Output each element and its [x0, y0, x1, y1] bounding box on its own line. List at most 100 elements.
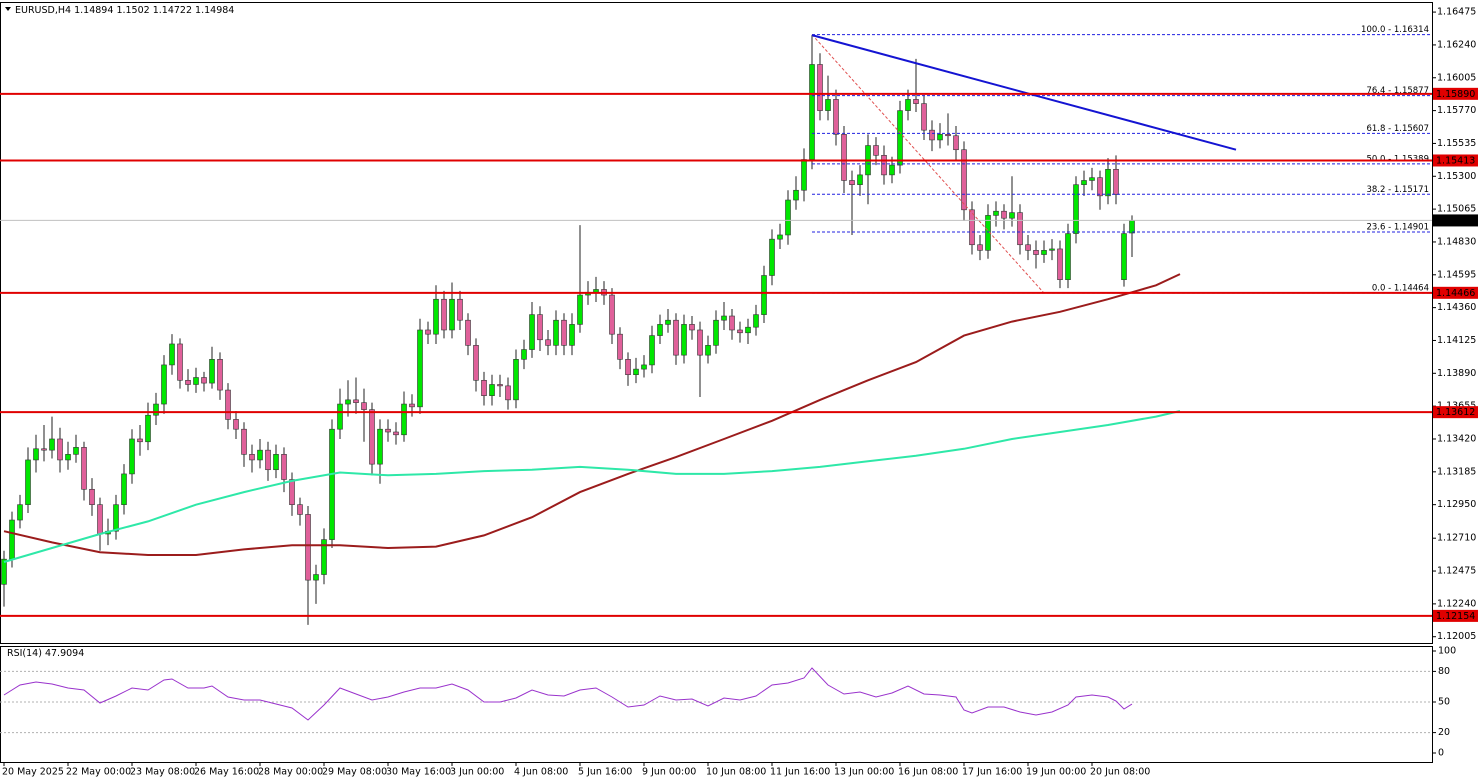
- candle-body: [753, 314, 759, 328]
- candle-body: [705, 345, 711, 356]
- candle-body: [881, 155, 887, 176]
- candle-body: [121, 473, 127, 505]
- candle-body: [897, 110, 903, 166]
- candle-body: [161, 364, 167, 405]
- candle-body: [921, 103, 927, 131]
- candle-body: [625, 359, 631, 376]
- rsi-y-tick-label: 50: [1438, 697, 1450, 708]
- y-tick-label: 1.12950: [1437, 499, 1476, 510]
- y-tick-label: 1.14360: [1437, 302, 1476, 313]
- candle-body: [537, 314, 543, 341]
- candle-body: [1065, 233, 1071, 280]
- candle-body: [209, 359, 215, 384]
- rsi-title: RSI(14) 47.9094: [7, 648, 84, 659]
- candle-body: [1001, 210, 1007, 219]
- candle-body: [937, 134, 943, 141]
- candle-body: [1129, 220, 1135, 234]
- candle-body: [49, 438, 55, 451]
- candle-body: [1073, 184, 1079, 234]
- candle-body: [289, 479, 295, 505]
- candle-body: [145, 414, 151, 443]
- rsi-y-tick-label: 20: [1438, 727, 1450, 738]
- candle-body: [249, 454, 255, 461]
- candle-body: [561, 319, 567, 346]
- y-tick-label: 1.15065: [1437, 204, 1476, 215]
- candle-body: [401, 403, 407, 436]
- candle-body: [65, 454, 71, 461]
- level-tag: [1433, 406, 1478, 419]
- y-tick-label: 1.15300: [1437, 171, 1476, 182]
- level-label: 1.12154: [1436, 611, 1475, 622]
- y-tick-label: 1.12240: [1437, 598, 1476, 609]
- candle-body: [153, 403, 159, 416]
- moving-average: [3, 410, 1181, 563]
- candle-body: [1041, 250, 1047, 255]
- candle-body: [265, 449, 271, 471]
- x-tick-label: 20 May 2025: [2, 767, 64, 778]
- candle-body: [945, 134, 951, 137]
- moving-average: [3, 273, 1181, 556]
- candle-body: [889, 164, 895, 176]
- level-label: 1.13612: [1436, 407, 1475, 418]
- candle-body: [361, 402, 367, 410]
- header: EURUSD,H4 1.14894 1.1502 1.14722 1.14984: [15, 5, 234, 16]
- candle-body: [657, 324, 663, 336]
- candle-body: [449, 298, 455, 331]
- candle-body: [481, 379, 487, 396]
- candle-body: [201, 377, 207, 384]
- candle-body: [273, 454, 279, 471]
- candle-body: [329, 428, 335, 540]
- candle-body: [33, 448, 39, 461]
- candle-body: [497, 384, 503, 387]
- y-tick-label: 1.15535: [1437, 138, 1476, 149]
- fib-label: 76.4 - 1.15877: [1366, 86, 1429, 96]
- candle-body: [1057, 248, 1063, 280]
- candle-body: [441, 298, 447, 331]
- candle-body: [929, 129, 935, 141]
- candle-body: [905, 99, 911, 111]
- candle-body: [225, 389, 231, 420]
- candle-body: [489, 384, 495, 396]
- x-tick-label: 10 Jun 08:00: [706, 767, 766, 778]
- candle-body: [281, 454, 287, 480]
- y-tick-label: 1.12005: [1437, 631, 1476, 642]
- current-price-label: 1.14984: [1436, 215, 1475, 226]
- candle-body: [185, 379, 191, 385]
- candle-body: [1105, 168, 1111, 197]
- candle-body: [1, 558, 7, 585]
- candle-body: [777, 234, 783, 240]
- fib-line: [811, 34, 1045, 294]
- open: 1.14894: [74, 5, 113, 16]
- y-tick-label: 1.14125: [1437, 335, 1476, 346]
- y-tick-label: 1.12710: [1437, 533, 1476, 544]
- candle-body: [97, 504, 103, 535]
- candle-body: [353, 399, 359, 403]
- level-tag: [1433, 154, 1478, 167]
- candle-body: [841, 134, 847, 181]
- x-tick-label: 16 Jun 08:00: [898, 767, 958, 778]
- candle-body: [529, 314, 535, 350]
- x-tick-label: 11 Jun 16:00: [770, 767, 830, 778]
- candle-body: [577, 294, 583, 325]
- candle-body: [193, 377, 199, 385]
- candle-body: [745, 326, 751, 334]
- fib-label: 23.6 - 1.14901: [1366, 223, 1429, 233]
- candle-body: [633, 368, 639, 376]
- y-tick-label: 1.14595: [1437, 269, 1476, 280]
- trendline: [811, 34, 1237, 151]
- candle-body: [673, 319, 679, 356]
- rsi-name: RSI(14): [7, 648, 42, 659]
- candle-body: [297, 504, 303, 515]
- candle-body: [369, 409, 375, 465]
- candle-body: [977, 244, 983, 251]
- candle-body: [1009, 212, 1015, 219]
- x-tick-label: 5 Jun 16:00: [578, 767, 632, 778]
- x-tick-label: 20 Jun 08:00: [1090, 767, 1150, 778]
- candle-body: [849, 180, 855, 185]
- y-tick-label: 1.16240: [1437, 39, 1476, 50]
- candle-body: [833, 99, 839, 135]
- rsi-y-tick-label: 80: [1438, 666, 1450, 677]
- candle-body: [73, 447, 79, 455]
